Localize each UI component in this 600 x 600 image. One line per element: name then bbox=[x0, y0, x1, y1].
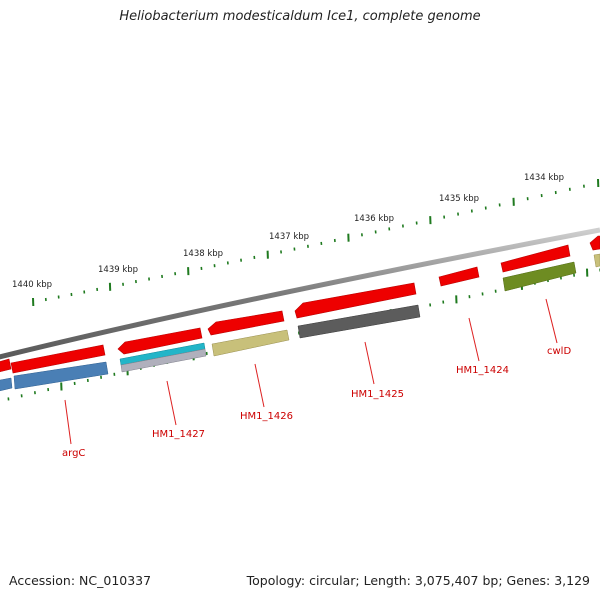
scale-label-1434-kbp: 1434 kbp bbox=[524, 173, 564, 183]
gene-labels: argC HM1_1427 HM1_1426 HM1_1425 HM1_1424… bbox=[62, 346, 571, 459]
gene-label-hm1-1426[interactable]: HM1_1426 bbox=[240, 411, 293, 422]
gene-track bbox=[0, 235, 600, 374]
cog-bar-hm1-1427-gray bbox=[120, 348, 207, 373]
scale-label-1440-kbp: 1440 kbp bbox=[12, 280, 52, 290]
leader-line-hm1-1424 bbox=[468, 317, 480, 362]
gene-arrow-cwld[interactable] bbox=[500, 244, 571, 273]
cog-bar bbox=[593, 253, 600, 268]
cog-bar bbox=[0, 377, 13, 392]
cog-bar-hm1-1426 bbox=[211, 329, 290, 357]
accession-number: NC_010337 bbox=[79, 573, 152, 588]
gene-arrow-hm1-1424[interactable] bbox=[438, 266, 480, 287]
gene-arrow-hm1-1427[interactable] bbox=[117, 327, 203, 355]
scale-label-1436-kbp: 1436 kbp bbox=[354, 214, 394, 224]
leader-line-cwld bbox=[545, 298, 558, 344]
gene-arrow[interactable] bbox=[589, 235, 600, 251]
label-leaders bbox=[64, 298, 558, 445]
scale-labels: 1440 kbp 1439 kbp 1438 kbp 1437 kbp 1436… bbox=[12, 173, 564, 290]
leader-line-hm1-1425 bbox=[364, 341, 375, 385]
gene-arrow-argc[interactable] bbox=[10, 344, 106, 374]
genome-backbone bbox=[0, 227, 600, 360]
leader-line-hm1-1427 bbox=[166, 380, 177, 426]
cog-bar-hm1-1425 bbox=[297, 304, 421, 339]
leader-line-hm1-1426 bbox=[254, 363, 265, 408]
cog-track bbox=[0, 253, 600, 392]
gene-arrow[interactable] bbox=[0, 358, 12, 373]
gene-label-cwld[interactable]: cwlD bbox=[547, 346, 571, 357]
scale-label-1437-kbp: 1437 kbp bbox=[269, 232, 309, 242]
cog-bar-cwld bbox=[502, 261, 577, 292]
gene-arrow-hm1-1425[interactable] bbox=[294, 282, 417, 319]
accession-label: Accession: bbox=[9, 573, 76, 588]
leader-line-argc bbox=[64, 399, 72, 445]
gene-label-hm1-1425[interactable]: HM1_1425 bbox=[351, 389, 404, 400]
scale-ruler bbox=[32, 178, 600, 307]
gene-label-hm1-1427[interactable]: HM1_1427 bbox=[152, 429, 205, 440]
accession-line: Accession: NC_010337 bbox=[9, 573, 151, 588]
gene-label-argc[interactable]: argC bbox=[62, 448, 85, 459]
scale-label-1439-kbp: 1439 kbp bbox=[98, 265, 138, 275]
genome-title: Heliobacterium modesticaldum Ice1, compl… bbox=[119, 9, 481, 24]
gene-arrow-hm1-1426[interactable] bbox=[207, 310, 285, 336]
topology-summary: Topology: circular; Length: 3,075,407 bp… bbox=[246, 573, 590, 588]
scale-label-1438-kbp: 1438 kbp bbox=[183, 249, 223, 259]
scale-label-1435-kbp: 1435 kbp bbox=[439, 194, 479, 204]
cog-bar-argc bbox=[13, 361, 109, 390]
gene-label-hm1-1424[interactable]: HM1_1424 bbox=[456, 365, 509, 376]
